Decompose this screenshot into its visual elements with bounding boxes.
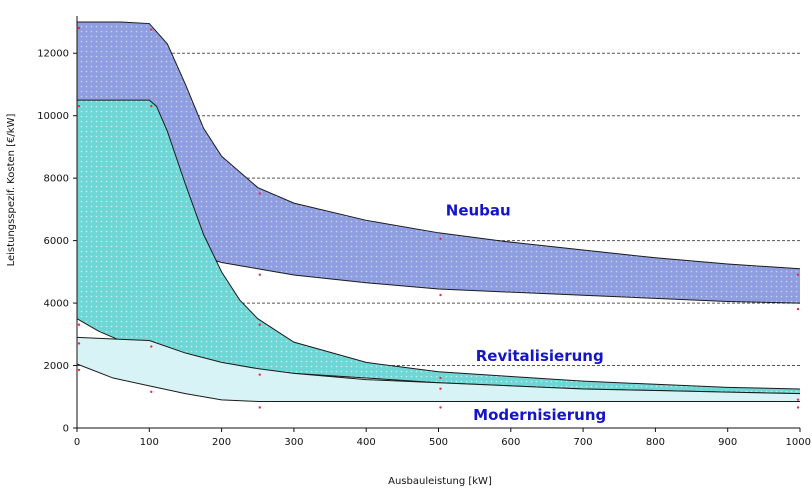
x-tick-label: 900 xyxy=(718,437,737,448)
band-neubau-upper-edge xyxy=(77,21,801,270)
band-neubau-texture xyxy=(77,22,800,304)
x-tick-label: 1000 xyxy=(786,437,811,448)
sample-marker xyxy=(150,390,153,394)
sample-marker xyxy=(77,368,81,372)
x-tick-label: 700 xyxy=(574,437,593,448)
band-revitalisierung-texture xyxy=(77,100,800,394)
y-tick-label: 4000 xyxy=(44,299,69,310)
x-tick-label: 100 xyxy=(140,437,159,448)
band-modernisierung-upper-edge xyxy=(76,336,801,395)
sample-marker xyxy=(796,273,800,276)
sample-marker xyxy=(439,387,442,390)
y-axis-title: Leistungsspezif. Kosten [€/kW] xyxy=(6,114,17,267)
sample-marker xyxy=(439,293,442,297)
axes: 0 2000 4000 6000 8000 10000 12000 0 100 200 300 400… xyxy=(37,16,811,448)
sample-marker xyxy=(150,104,153,108)
band-label-revitalisierung: Revitalisierung xyxy=(476,347,604,365)
x-tick-label: 500 xyxy=(429,437,448,448)
sample-marker xyxy=(796,406,800,409)
x-tick-label: 400 xyxy=(357,437,376,448)
x-tick-label: 200 xyxy=(212,437,231,448)
y-tick-label: 12000 xyxy=(37,49,69,60)
x-tick-label: 0 xyxy=(74,437,80,448)
y-tick-label: 8000 xyxy=(44,174,69,185)
x-tick-label: 300 xyxy=(284,437,303,448)
bands xyxy=(76,21,801,409)
sample-marker xyxy=(77,342,81,345)
band-label-modernisierung: Modernisierung xyxy=(473,406,606,424)
sample-marker xyxy=(150,28,153,31)
y-tick-label: 0 xyxy=(63,424,69,435)
sample-marker xyxy=(796,307,800,311)
y-tick-label: 2000 xyxy=(44,361,69,372)
sample-marker xyxy=(258,323,261,326)
sample-marker xyxy=(439,376,442,379)
x-tick-label: 600 xyxy=(501,437,520,448)
sample-marker xyxy=(77,26,81,30)
y-tick-label: 6000 xyxy=(44,236,69,247)
sample-marker xyxy=(77,104,81,108)
y-tick-label: 10000 xyxy=(37,111,69,122)
band-label-neubau: Neubau xyxy=(446,202,511,220)
sample-marker xyxy=(77,323,81,326)
band-modernisierung-lower-edge xyxy=(76,363,800,402)
sample-marker xyxy=(150,345,153,348)
sample-marker xyxy=(258,273,261,276)
x-axis-title: Ausbauleistung [kW] xyxy=(388,476,492,487)
sample-marker xyxy=(258,406,261,409)
sample-marker xyxy=(439,406,442,409)
sample-marker xyxy=(258,373,261,376)
x-tick-label: 800 xyxy=(646,437,665,448)
sample-marker xyxy=(796,398,800,401)
band-modernisierung xyxy=(77,337,800,402)
band-labels: Neubau Revitalisierung Modernisierung xyxy=(446,202,606,425)
sample-marker xyxy=(258,192,261,195)
sample-marker xyxy=(439,237,442,241)
band-revitalisierung-upper-edge xyxy=(77,99,801,390)
